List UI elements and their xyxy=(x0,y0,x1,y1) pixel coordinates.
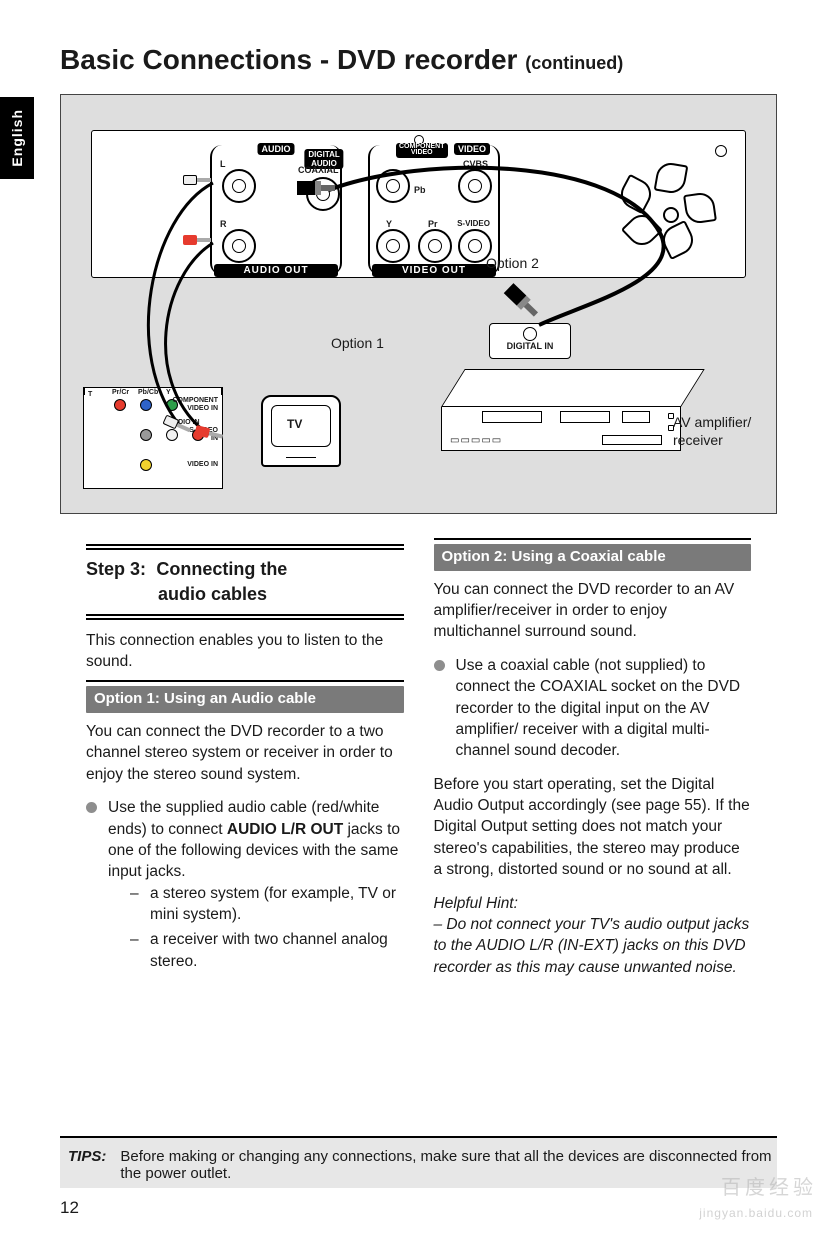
pr-label: Pr xyxy=(428,219,438,229)
language-tab: English xyxy=(0,97,34,179)
option-1-label: Option 1 xyxy=(331,335,384,351)
video-panel: COMPONENTVIDEO VIDEO CVBS Pb Y Pr S-VIDE… xyxy=(368,145,500,275)
coax-plug-icon xyxy=(504,283,542,321)
option-2-bullet: Use a coaxial cable (not supplied) to co… xyxy=(434,655,752,762)
right-column: Option 2: Using a Coaxial cable You can … xyxy=(434,544,752,990)
rca-white-plug-icon xyxy=(183,175,217,185)
option-2-paragraph-2: Before you start operating, set the Digi… xyxy=(434,774,752,881)
fan-icon xyxy=(625,169,717,261)
language-tab-label: English xyxy=(9,109,25,167)
cvbs-jack xyxy=(458,169,492,203)
tv-label: TV xyxy=(287,417,302,431)
audio-panel-label: AUDIO xyxy=(258,143,295,155)
video-out-label: VIDEO OUT xyxy=(372,264,496,277)
title-continued: (continued) xyxy=(525,53,623,73)
tips-body: Before making or changing any connection… xyxy=(120,1148,777,1182)
cvbs-label: CVBS xyxy=(463,159,488,169)
audio-l-jack xyxy=(222,169,256,203)
digital-audio-panel: DIGITAL AUDIO COAXIAL xyxy=(292,151,356,207)
watermark-url: jingyan.baidu.com xyxy=(699,1206,813,1220)
audio-r-label: R xyxy=(220,219,227,229)
audio-l-label: L xyxy=(220,159,226,169)
digital-in-label: DIGITAL IN xyxy=(507,341,554,351)
hint-body: – Do not connect your TV's audio output … xyxy=(434,916,750,976)
sublist-item: a stereo system (for example, TV or mini… xyxy=(130,883,404,926)
video-label: VIDEO xyxy=(454,143,490,155)
digital-in-box: DIGITAL IN xyxy=(489,323,571,359)
tips-box: TIPS: Before making or changing any conn… xyxy=(60,1136,777,1188)
hint-title: Helpful Hint: xyxy=(434,895,518,912)
option-2-paragraph-1: You can connect the DVD recorder to an A… xyxy=(434,579,752,643)
step-number: Step 3: xyxy=(86,559,146,579)
page-number: 12 xyxy=(60,1198,79,1218)
coax-plug-icon xyxy=(297,181,337,195)
component-video-label: COMPONENTVIDEO xyxy=(396,143,448,158)
page-title: Basic Connections - DVD recorder (contin… xyxy=(60,44,777,76)
tv-inputs-panel: T Pr/Cr Pb/Cb Y COMPONENT VIDEO IN S-VID… xyxy=(83,387,223,489)
option-1-paragraph: You can connect the DVD recorder to a tw… xyxy=(86,721,404,785)
pb-label: Pb xyxy=(414,185,426,195)
av-amplifier-label: AV amplifier/ receiver xyxy=(673,413,751,449)
option-2-label: Option 2 xyxy=(486,255,539,271)
left-column: Step 3: Connecting the audio cables This… xyxy=(86,544,404,990)
coaxial-label: COAXIAL xyxy=(298,165,339,175)
option-2-bar: Option 2: Using a Coaxial cable xyxy=(434,544,752,571)
step-title: Connecting the xyxy=(156,559,287,579)
step-title-2: audio cables xyxy=(158,582,404,607)
tv-icon: TV xyxy=(261,395,341,467)
rca-red-plug-icon xyxy=(183,235,217,245)
sublist-item: a receiver with two channel analog stere… xyxy=(130,929,404,972)
svideo-label: S-VIDEO xyxy=(457,219,490,228)
tips-label: TIPS: xyxy=(68,1148,106,1182)
option-1-bar: Option 1: Using an Audio cable xyxy=(86,686,404,713)
pb-jack xyxy=(376,169,410,203)
audio-out-label: AUDIO OUT xyxy=(214,264,338,277)
option-1-bullet: Use the supplied audio cable (red/white … xyxy=(86,797,404,972)
intro-paragraph: This connection enables you to listen to… xyxy=(86,630,404,673)
connections-diagram: AUDIO L R AUDIO OUT DIGITAL AUDIO COAXIA… xyxy=(60,94,777,514)
av-amplifier-icon: ▭▭▭▭▭ xyxy=(441,369,681,469)
y-label: Y xyxy=(386,219,392,229)
pr-jack xyxy=(418,229,452,263)
step-heading: Step 3: Connecting the audio cables xyxy=(86,548,404,616)
y-jack xyxy=(376,229,410,263)
hint-block: Helpful Hint: – Do not connect your TV's… xyxy=(434,893,752,979)
title-main: Basic Connections - DVD recorder xyxy=(60,44,517,75)
watermark-logo: 百度经验 xyxy=(721,1171,817,1200)
audio-r-jack xyxy=(222,229,256,263)
dvd-recorder-rear: AUDIO L R AUDIO OUT DIGITAL AUDIO COAXIA… xyxy=(91,130,746,278)
